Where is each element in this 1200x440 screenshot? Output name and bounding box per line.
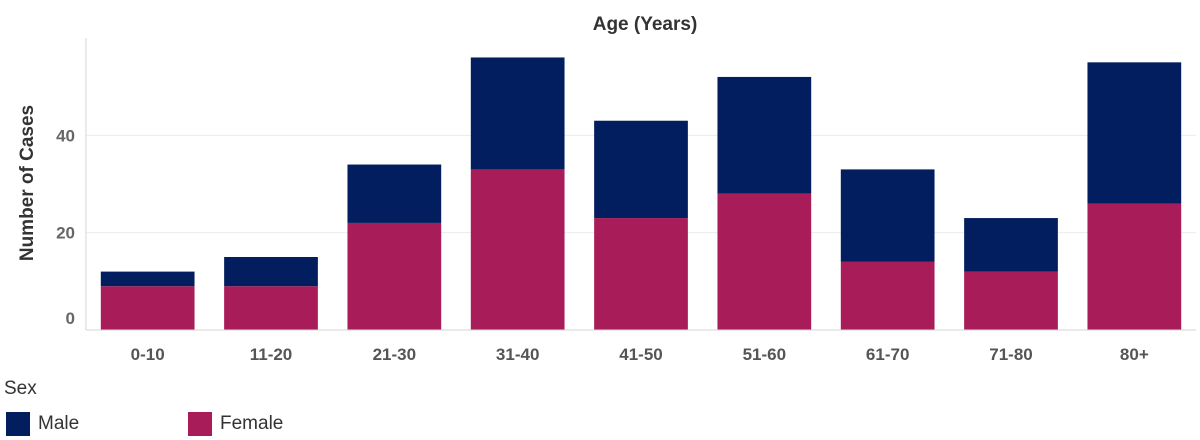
legend-swatch-male [6, 412, 30, 436]
x-tick-label: 21-30 [373, 345, 416, 364]
legend-swatch-female [188, 412, 212, 436]
bar-male-41-50 [594, 120, 688, 219]
bar-female-61-70 [840, 261, 935, 330]
legend-label-male: Male [38, 413, 80, 434]
legend: Sex Male Female [4, 378, 283, 436]
legend-item-male[interactable]: Male [6, 412, 79, 436]
x-tick-label: 0-10 [131, 345, 165, 364]
x-tick-label: 80+ [1120, 345, 1149, 364]
y-tick-label: 40 [56, 126, 75, 145]
bar-female-80+ [1087, 203, 1182, 330]
y-tick-label: 0 [66, 309, 75, 328]
x-tick-label: 51-60 [743, 345, 786, 364]
y-axis-label: Number of Cases [17, 105, 38, 261]
bar-male-11-20 [224, 257, 318, 287]
y-tick-label: 20 [56, 224, 75, 243]
x-tick-label: 41-50 [619, 345, 662, 364]
bar-female-71-80 [964, 271, 1058, 330]
legend-item-female[interactable]: Female [188, 412, 283, 436]
x-tick-label: 11-20 [250, 345, 293, 364]
bar-male-21-30 [347, 164, 442, 223]
bar-male-31-40 [470, 57, 565, 170]
bar-female-21-30 [347, 222, 442, 330]
bar-female-51-60 [717, 193, 812, 330]
x-tick-label: 61-70 [866, 345, 909, 364]
stacked-bar-chart: Age (Years) Number of Cases 0 20 40 0-10 11-… [17, 14, 1196, 364]
tick-labels: 0 20 40 0-10 11-20 21-30 31-40 41-50 51-60 61-70 7… [56, 126, 1149, 364]
bar-male-0-10 [100, 271, 195, 287]
legend-title: Sex [4, 378, 37, 399]
x-tick-label: 71-80 [989, 345, 1032, 364]
bar-male-51-60 [717, 76, 812, 194]
axes [85, 38, 1196, 331]
bar-male-71-80 [964, 218, 1058, 272]
bar-female-31-40 [470, 169, 565, 330]
chart-title: Age (Years) [593, 14, 698, 35]
legend-label-female: Female [220, 413, 284, 434]
x-tick-label: 31-40 [496, 345, 539, 364]
bar-male-61-70 [840, 169, 935, 262]
bar-female-0-10 [100, 286, 195, 330]
bar-male-80+ [1087, 62, 1182, 204]
bar-female-41-50 [594, 218, 688, 330]
bars [100, 57, 1182, 330]
bar-female-11-20 [224, 286, 318, 330]
